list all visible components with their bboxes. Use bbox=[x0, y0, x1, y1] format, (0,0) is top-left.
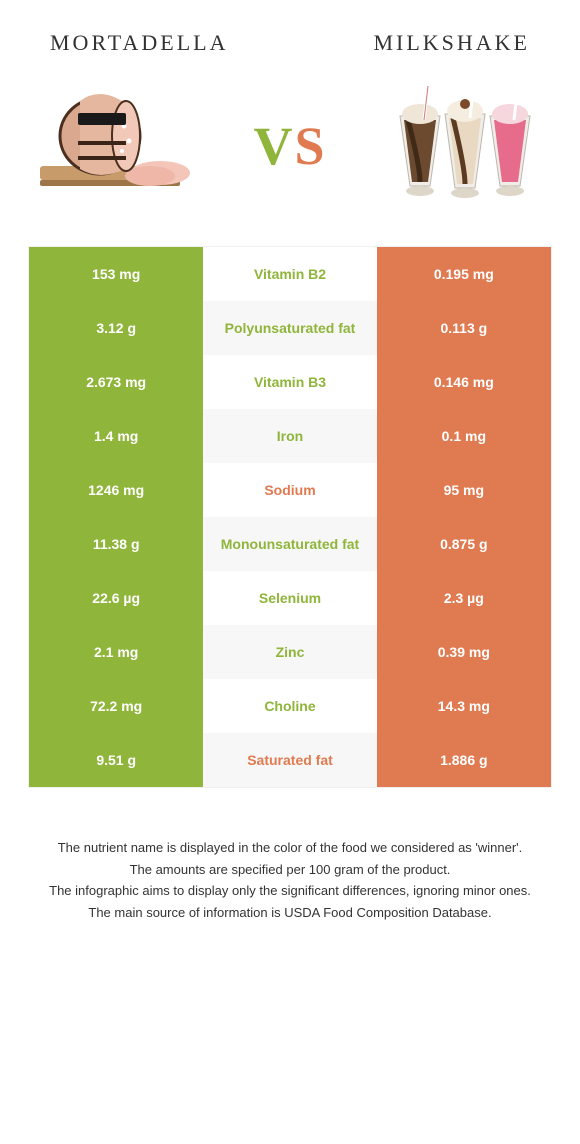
cell-right-value: 0.113 g bbox=[377, 301, 551, 355]
images-row: VS bbox=[0, 66, 580, 236]
cell-left-value: 9.51 g bbox=[29, 733, 203, 787]
cell-nutrient-name: Sodium bbox=[203, 463, 376, 517]
cell-right-value: 95 mg bbox=[377, 463, 551, 517]
table-row: 2.1 mgZinc0.39 mg bbox=[29, 625, 551, 679]
cell-left-value: 72.2 mg bbox=[29, 679, 203, 733]
table-row: 1246 mgSodium95 mg bbox=[29, 463, 551, 517]
cell-left-value: 1.4 mg bbox=[29, 409, 203, 463]
cell-left-value: 2.1 mg bbox=[29, 625, 203, 679]
cell-right-value: 0.1 mg bbox=[377, 409, 551, 463]
cell-left-value: 11.38 g bbox=[29, 517, 203, 571]
cell-nutrient-name: Selenium bbox=[203, 571, 376, 625]
table-row: 2.673 mgVitamin B30.146 mg bbox=[29, 355, 551, 409]
cell-nutrient-name: Iron bbox=[203, 409, 376, 463]
table-row: 1.4 mgIron0.1 mg bbox=[29, 409, 551, 463]
table-row: 9.51 gSaturated fat1.886 g bbox=[29, 733, 551, 787]
footnote-line: The amounts are specified per 100 gram o… bbox=[40, 860, 540, 880]
nutrient-table: 153 mgVitamin B20.195 mg3.12 gPolyunsatu… bbox=[28, 246, 552, 788]
food-title-right: Milkshake bbox=[373, 30, 530, 56]
milkshake-icon bbox=[390, 76, 540, 216]
cell-right-value: 0.39 mg bbox=[377, 625, 551, 679]
cell-left-value: 1246 mg bbox=[29, 463, 203, 517]
milkshake-image bbox=[380, 76, 550, 216]
cell-left-value: 153 mg bbox=[29, 247, 203, 301]
cell-right-value: 0.146 mg bbox=[377, 355, 551, 409]
cell-nutrient-name: Choline bbox=[203, 679, 376, 733]
cell-right-value: 0.875 g bbox=[377, 517, 551, 571]
footnote-line: The main source of information is USDA F… bbox=[40, 903, 540, 923]
cell-right-value: 0.195 mg bbox=[377, 247, 551, 301]
cell-right-value: 1.886 g bbox=[377, 733, 551, 787]
mortadella-icon bbox=[30, 81, 200, 211]
footnote-line: The nutrient name is displayed in the co… bbox=[40, 838, 540, 858]
cell-nutrient-name: Vitamin B3 bbox=[203, 355, 376, 409]
vs-v: V bbox=[253, 116, 294, 176]
header-row: Mortadella Milkshake bbox=[0, 0, 580, 66]
table-row: 153 mgVitamin B20.195 mg bbox=[29, 247, 551, 301]
footnote: The nutrient name is displayed in the co… bbox=[40, 838, 540, 922]
vs-s: S bbox=[294, 116, 326, 176]
footnote-line: The infographic aims to display only the… bbox=[40, 881, 540, 901]
cell-left-value: 2.673 mg bbox=[29, 355, 203, 409]
table-row: 72.2 mgCholine14.3 mg bbox=[29, 679, 551, 733]
cell-nutrient-name: Monounsaturated fat bbox=[203, 517, 376, 571]
cell-left-value: 22.6 µg bbox=[29, 571, 203, 625]
table-row: 22.6 µgSelenium2.3 µg bbox=[29, 571, 551, 625]
cell-left-value: 3.12 g bbox=[29, 301, 203, 355]
vs-label: VS bbox=[253, 115, 326, 177]
food-title-left: Mortadella bbox=[50, 30, 228, 56]
cell-nutrient-name: Vitamin B2 bbox=[203, 247, 376, 301]
table-row: 3.12 gPolyunsaturated fat0.113 g bbox=[29, 301, 551, 355]
cell-nutrient-name: Polyunsaturated fat bbox=[203, 301, 376, 355]
cell-nutrient-name: Zinc bbox=[203, 625, 376, 679]
cell-right-value: 2.3 µg bbox=[377, 571, 551, 625]
table-row: 11.38 gMonounsaturated fat0.875 g bbox=[29, 517, 551, 571]
cell-right-value: 14.3 mg bbox=[377, 679, 551, 733]
cell-nutrient-name: Saturated fat bbox=[203, 733, 376, 787]
mortadella-image bbox=[30, 76, 200, 216]
